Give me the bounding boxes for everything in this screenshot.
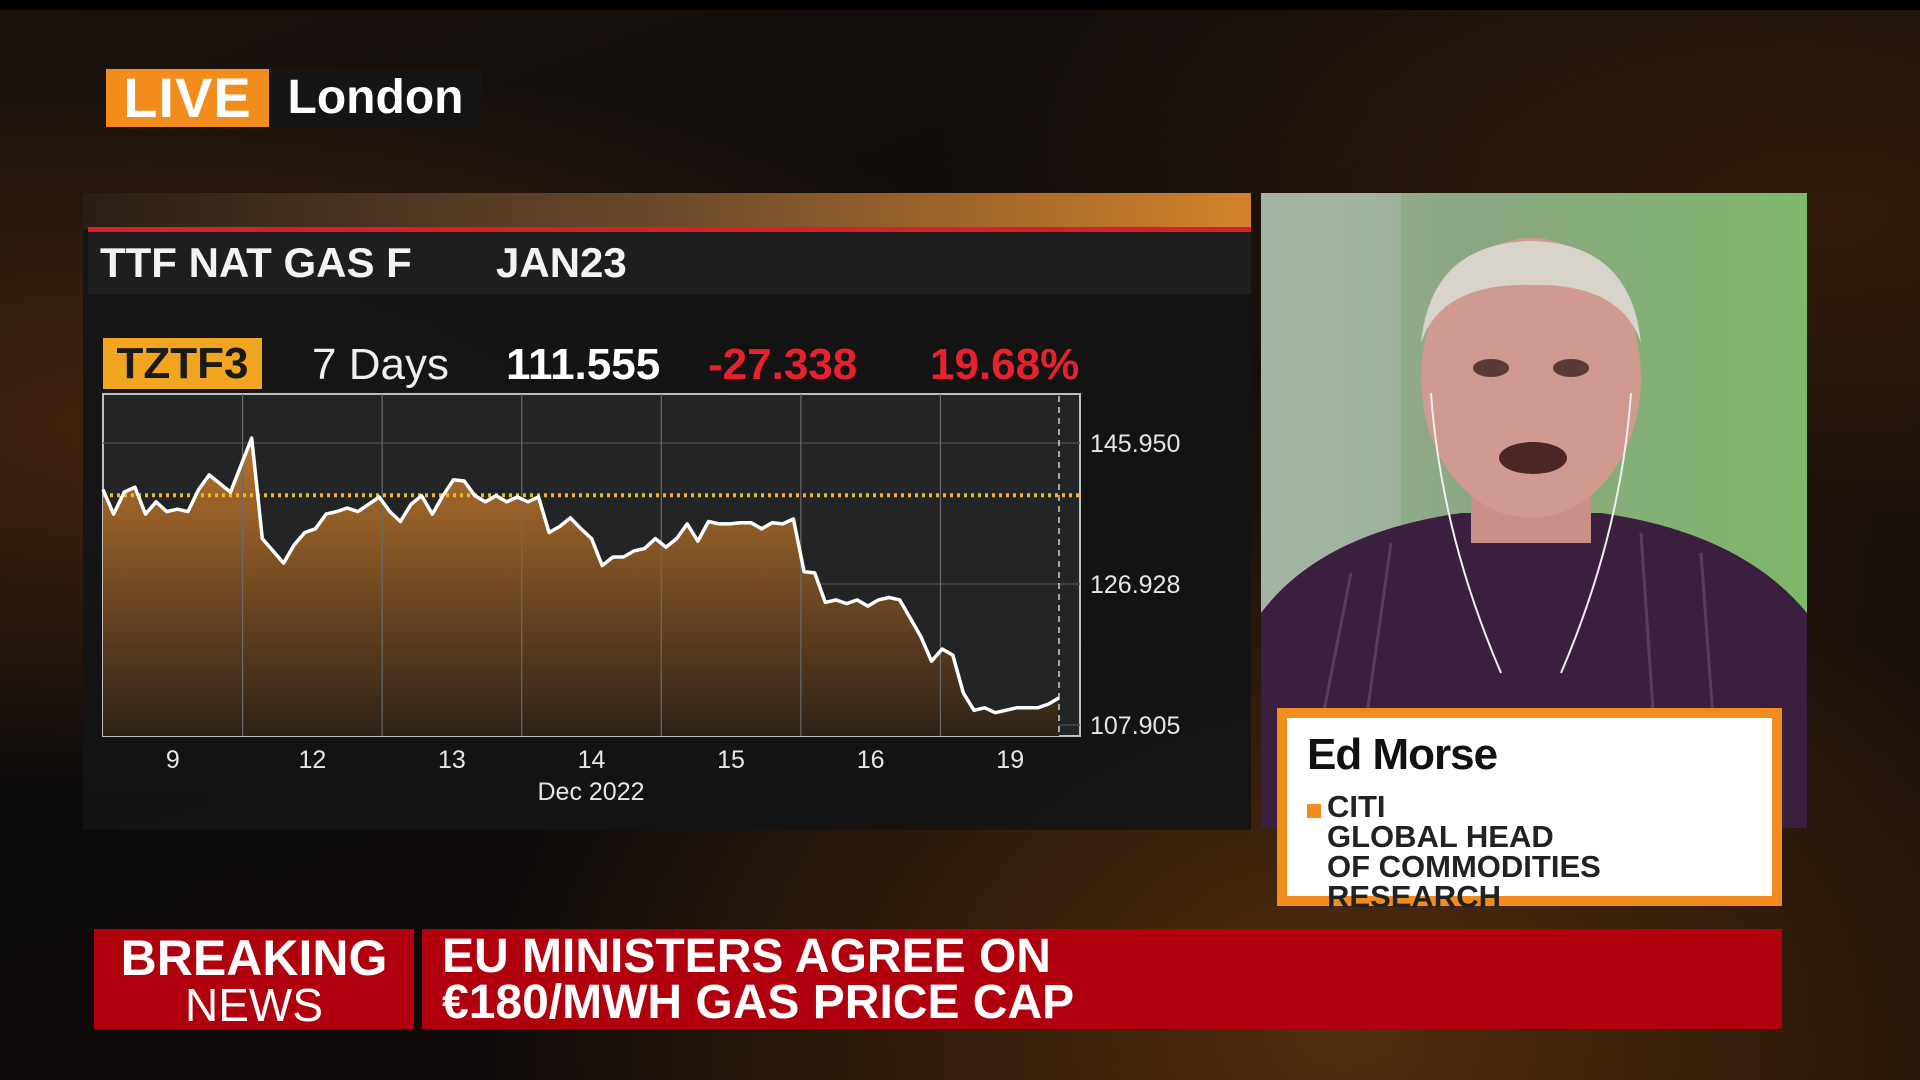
location-label: London [269,69,482,127]
contract-month: JAN23 [496,239,627,286]
x-axis-label: Dec 2022 [537,778,644,806]
instrument-name: TTF NAT GAS F [100,239,412,286]
x-tick-label: 9 [166,746,180,774]
x-tick-label: 13 [438,746,466,774]
y-tick-label: 145.950 [1090,430,1180,458]
price-change-pct: 19.68% [930,340,1080,389]
guest-title-line1: GLOBAL HEAD [1327,819,1554,854]
breaking-label-line2: NEWS [185,979,323,1031]
name-box-inner: Ed Morse CITI GLOBAL HEAD OF COMMODITIES… [1287,718,1772,912]
y-tick-label: 126.928 [1090,571,1180,599]
breaking-label-line1: BREAKING [120,930,388,986]
last-price: 111.555 [506,340,661,389]
ticker-badge: TZTF3 [103,338,262,389]
guest-name: Ed Morse [1307,730,1498,779]
x-tick-label: 12 [298,746,326,774]
price-change: -27.338 [708,340,858,389]
headline-line2: €180/MWH GAS PRICE CAP [442,976,1075,1029]
top-bar [0,0,1920,10]
live-badge: LIVE [106,69,269,127]
bullet-square-icon [1307,804,1321,818]
x-tick-label: 16 [857,746,885,774]
guest-org: CITI [1327,789,1386,824]
chart-title-bar [88,232,1251,294]
x-tick-label: 19 [996,746,1024,774]
headline-line1: EU MINISTERS AGREE ON [442,930,1051,983]
period-label: 7 Days [312,340,449,389]
guest-affiliation: CITI GLOBAL HEAD OF COMMODITIES RESEARCH [1327,789,1772,914]
lower-third-name-box: Ed Morse CITI GLOBAL HEAD OF COMMODITIES… [1277,708,1782,912]
panel-red-rule [88,227,1251,232]
price-line [101,436,1060,715]
y-tick-label: 107.905 [1090,712,1180,740]
panel-decor-strip [83,193,1251,229]
breaking-headline: EU MINISTERS AGREE ON €180/MWH GAS PRICE… [422,929,1782,1029]
guest-title-line2: OF COMMODITIES RESEARCH [1327,849,1601,914]
breaking-news-label: BREAKING NEWS [94,929,414,1029]
x-tick-label: 15 [717,746,745,774]
price-area [103,438,1059,736]
x-tick-label: 14 [578,746,606,774]
